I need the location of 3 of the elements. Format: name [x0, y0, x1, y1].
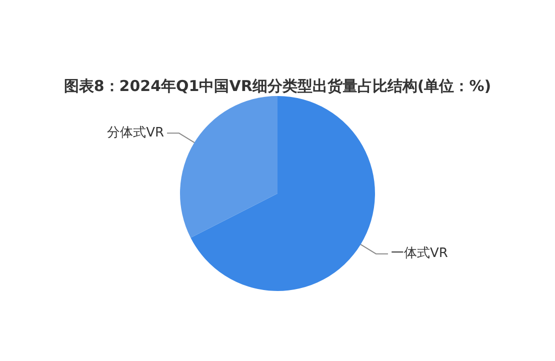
slice-label: 分体式VR: [107, 126, 164, 141]
chart-title: 图表8：2024年Q1中国VR细分类型出货量占比结构(单位：%): [64, 76, 492, 95]
slice-label: 一体式VR: [390, 246, 448, 262]
